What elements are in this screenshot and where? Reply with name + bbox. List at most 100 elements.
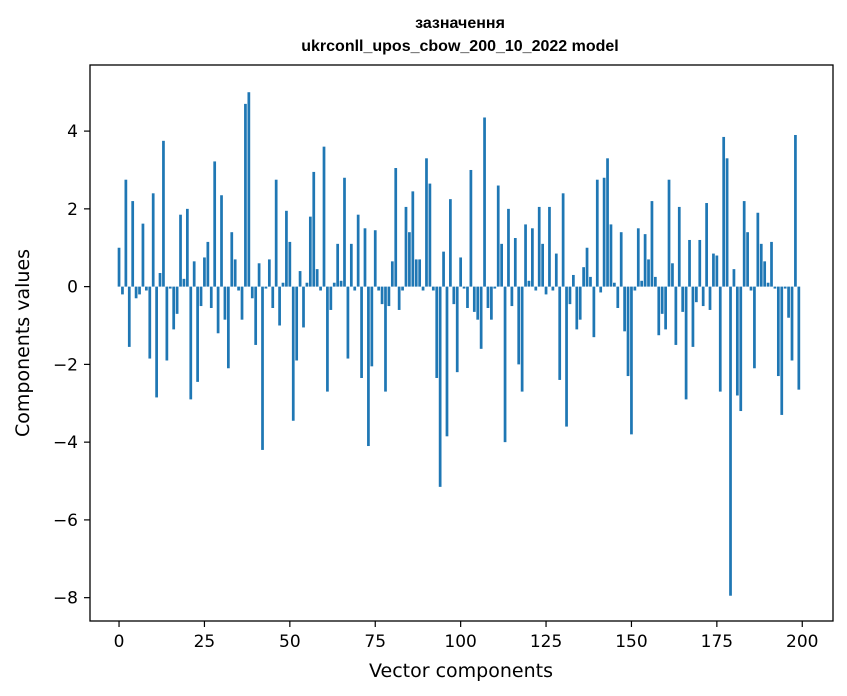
bar-149 — [626, 286, 630, 377]
bar-86 — [411, 191, 415, 287]
bar-57 — [312, 171, 316, 287]
bar-173 — [708, 286, 712, 310]
x-tick-label: 200 — [786, 632, 818, 652]
bar-20 — [185, 208, 189, 287]
bar-12 — [158, 273, 162, 287]
bar-113 — [503, 286, 507, 443]
bar-92 — [431, 286, 435, 291]
bar-40 — [254, 286, 258, 345]
bar-48 — [281, 282, 285, 287]
bar-143 — [606, 158, 609, 287]
bar-172 — [705, 203, 708, 287]
bar-128 — [554, 253, 558, 287]
y-axis-label: Components values — [12, 249, 34, 437]
y-tick-label: 0 — [67, 278, 78, 298]
bar-93 — [435, 286, 439, 378]
bar-185 — [749, 286, 753, 291]
bar-17 — [175, 286, 179, 314]
bar-132 — [568, 286, 572, 305]
bar-73 — [367, 286, 370, 447]
bar-135 — [578, 286, 582, 320]
bar-198 — [794, 134, 797, 287]
bar-43 — [264, 286, 268, 289]
bar-159 — [660, 286, 664, 314]
bar-4 — [131, 201, 135, 287]
bar-189 — [763, 261, 767, 287]
bar-80 — [390, 261, 394, 287]
bar-191 — [770, 241, 773, 287]
bar-16 — [172, 286, 176, 330]
bar-7 — [141, 223, 145, 287]
bar-170 — [698, 239, 702, 287]
bar-125 — [544, 286, 548, 295]
bar-144 — [609, 224, 613, 287]
bar-136 — [582, 267, 585, 287]
bar-34 — [233, 259, 237, 287]
bar-138 — [589, 276, 592, 287]
bar-58 — [315, 269, 319, 287]
bar-78 — [384, 286, 387, 392]
bar-8 — [145, 286, 148, 291]
bar-109 — [490, 286, 493, 320]
bar-121 — [531, 228, 534, 287]
y-tick-label: 2 — [67, 200, 78, 220]
bar-44 — [267, 259, 271, 287]
bar-10 — [151, 193, 155, 287]
plot-frame — [89, 64, 834, 622]
bar-25 — [203, 257, 206, 287]
bar-179 — [729, 286, 732, 596]
bar-116 — [513, 238, 517, 287]
bar-87 — [414, 259, 418, 287]
bar-192 — [773, 286, 777, 289]
bar-79 — [387, 286, 391, 307]
bar-22 — [192, 261, 196, 287]
bar-51 — [291, 286, 295, 421]
bar-55 — [305, 282, 309, 287]
bar-142 — [602, 177, 606, 287]
bar-183 — [742, 201, 746, 287]
bar-82 — [397, 286, 401, 310]
bar-65 — [339, 280, 343, 287]
bar-62 — [329, 286, 333, 310]
x-axis-label: Vector components — [369, 660, 553, 682]
bar-188 — [759, 243, 763, 287]
bar-45 — [271, 286, 275, 308]
bar-150 — [630, 286, 633, 435]
bar-49 — [285, 210, 288, 287]
bar-61 — [326, 286, 329, 392]
bar-59 — [319, 286, 322, 291]
bar-165 — [681, 286, 685, 312]
bar-36 — [240, 286, 244, 320]
bar-56 — [308, 216, 312, 287]
bar-158 — [657, 286, 661, 336]
bar-35 — [237, 286, 240, 291]
x-axis-ticks: 0 25 50 75 100 125 150 175 200 — [114, 621, 818, 652]
bar-147 — [619, 232, 623, 287]
bar-94 — [438, 286, 442, 487]
bar-140 — [595, 179, 599, 287]
bar-26 — [206, 241, 210, 287]
bar-162 — [671, 263, 674, 287]
bar-18 — [179, 214, 182, 287]
bar-197 — [790, 286, 794, 361]
bar-100 — [459, 257, 463, 287]
y-tick-label: 4 — [67, 122, 78, 142]
bar-195 — [783, 286, 787, 289]
bar-124 — [541, 243, 544, 287]
x-tick-label: 25 — [194, 632, 216, 652]
bar-118 — [520, 286, 524, 392]
bar-27 — [209, 286, 213, 308]
bar-139 — [592, 286, 596, 338]
y-axis-ticks: −8 −6 −4 −2 0 2 4 — [53, 122, 90, 609]
bar-152 — [636, 228, 640, 287]
bar-119 — [524, 224, 527, 287]
bar-176 — [718, 286, 722, 392]
bar-32 — [226, 286, 230, 369]
x-tick-label: 0 — [114, 632, 125, 652]
bar-39 — [250, 286, 254, 299]
bar-54 — [302, 286, 305, 328]
bar-38 — [247, 92, 251, 287]
bar-190 — [766, 282, 770, 287]
bar-178 — [725, 158, 729, 287]
bar-160 — [664, 286, 667, 330]
